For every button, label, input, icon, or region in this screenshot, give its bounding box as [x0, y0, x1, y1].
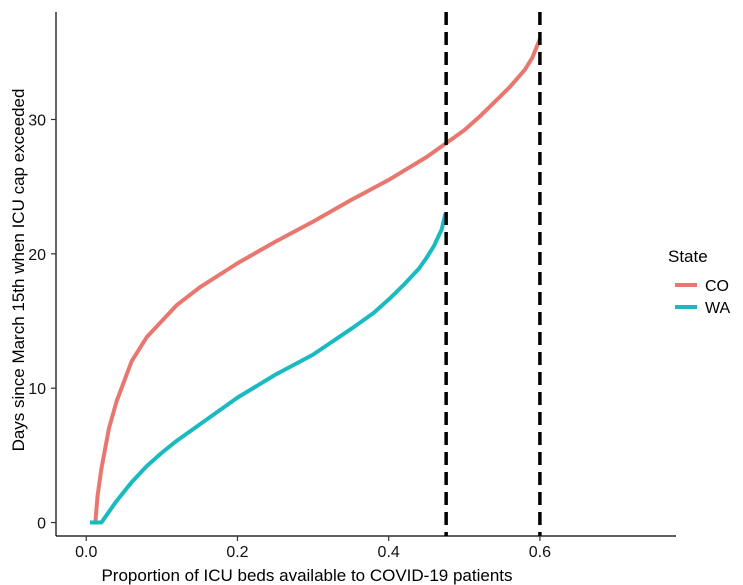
legend-title: State — [668, 247, 708, 266]
legend-label-co: CO — [705, 278, 729, 295]
x-tick-label: 0.2 — [226, 544, 248, 561]
x-tick-label: 0.0 — [75, 544, 97, 561]
y-tick-label: 10 — [28, 381, 46, 398]
y-axis-title: Days since March 15th when ICU cap excee… — [9, 89, 28, 452]
axes: 0.0 0.2 0.4 0.6 0 10 20 30 — [28, 12, 676, 561]
plot-area — [90, 12, 542, 536]
x-axis-title: Proportion of ICU beds available to COVI… — [101, 566, 512, 585]
series-line-wa — [90, 213, 448, 525]
x-tick-label: 0.4 — [378, 544, 400, 561]
y-tick-label: 20 — [28, 247, 46, 264]
x-tick-label: 0.6 — [529, 544, 551, 561]
legend-label-wa: WA — [705, 300, 731, 317]
series-line-co — [90, 38, 542, 525]
legend: CO WA — [675, 278, 731, 317]
y-tick-label: 30 — [28, 112, 46, 129]
y-tick-label: 0 — [37, 516, 46, 533]
